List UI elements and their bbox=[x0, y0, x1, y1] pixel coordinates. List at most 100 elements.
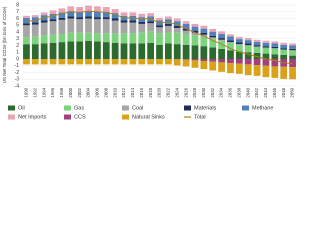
bar-segment bbox=[262, 65, 270, 78]
bar-segment bbox=[23, 23, 30, 26]
bar-segment bbox=[94, 41, 101, 59]
bar-segment bbox=[244, 40, 252, 44]
bar-segment bbox=[94, 11, 101, 18]
bar-segment bbox=[262, 40, 270, 43]
bar-segment bbox=[58, 19, 66, 35]
bar-segment bbox=[271, 54, 279, 59]
bar-segment bbox=[85, 16, 92, 19]
bar-segment bbox=[253, 41, 261, 46]
bar-segment bbox=[120, 43, 128, 59]
bar-segment bbox=[280, 42, 288, 45]
bar-segment bbox=[85, 40, 92, 59]
bar-segment bbox=[280, 48, 288, 50]
bar-segment bbox=[129, 59, 137, 65]
bar-segment bbox=[200, 46, 208, 59]
bar-segment bbox=[200, 59, 208, 62]
bar-segment bbox=[289, 55, 296, 59]
bar-segment bbox=[289, 67, 296, 80]
bar-segment bbox=[262, 42, 270, 47]
bar-segment bbox=[235, 63, 243, 74]
bar-segment bbox=[262, 59, 270, 66]
x-tick-label: 2004 bbox=[86, 87, 91, 97]
x-tick-label: 2038 bbox=[236, 87, 241, 97]
bar-segment bbox=[271, 66, 279, 78]
bar-segment bbox=[120, 12, 128, 16]
bar-segment bbox=[102, 33, 110, 43]
bar-segment bbox=[244, 64, 252, 76]
bar-segment bbox=[58, 59, 66, 65]
bar-segment bbox=[156, 27, 163, 34]
x-tick-label: 2024 bbox=[174, 87, 179, 97]
bar-segment bbox=[227, 59, 234, 64]
bar-segment bbox=[253, 46, 261, 53]
bar-segment bbox=[129, 33, 137, 44]
y-tick-label: 6 bbox=[16, 16, 19, 22]
bar-segment bbox=[85, 32, 92, 41]
bar-segment bbox=[156, 33, 163, 45]
bar-segment bbox=[182, 44, 190, 59]
bar-segment bbox=[262, 53, 270, 59]
bar-segment bbox=[23, 44, 30, 59]
bar-segment bbox=[191, 35, 199, 46]
bar-segment bbox=[138, 59, 146, 65]
x-tick-label: 2022 bbox=[166, 87, 171, 97]
bar-segment bbox=[23, 15, 30, 18]
bar-segment bbox=[191, 45, 199, 59]
bar-segment bbox=[31, 15, 39, 18]
x-tick-label: 2020 bbox=[157, 87, 162, 97]
legend-swatch bbox=[122, 105, 129, 111]
bar-segment bbox=[102, 7, 110, 12]
bar-segment bbox=[227, 34, 234, 37]
bar-segment bbox=[49, 13, 57, 20]
y-tick-label: 3 bbox=[16, 36, 19, 42]
bar-segment bbox=[156, 25, 163, 28]
legend-swatch bbox=[64, 105, 71, 111]
bar-segment bbox=[156, 59, 163, 65]
bar-segment bbox=[49, 21, 57, 35]
bar-segment bbox=[209, 35, 217, 38]
bar-segment bbox=[218, 38, 225, 40]
bar-segment bbox=[262, 46, 270, 48]
bar-segment bbox=[67, 18, 75, 33]
bar-segment bbox=[218, 40, 225, 49]
bar-segment bbox=[173, 59, 181, 66]
bar-segment bbox=[244, 38, 252, 41]
bar-segment bbox=[191, 30, 199, 33]
bar-segment bbox=[165, 16, 172, 20]
y-tick-label: 7 bbox=[16, 9, 19, 15]
legend-label: Oil bbox=[18, 105, 25, 111]
y-tick-label: 5 bbox=[16, 23, 19, 29]
bar-segment bbox=[138, 23, 146, 33]
bar-segment bbox=[235, 44, 243, 45]
bar-segment bbox=[289, 48, 296, 51]
bar-segment bbox=[129, 22, 137, 34]
bar-segment bbox=[138, 43, 146, 59]
bar-segment bbox=[191, 26, 199, 31]
bar-segment bbox=[227, 42, 234, 51]
x-tick-label: 2008 bbox=[103, 87, 108, 97]
x-tick-label: 2026 bbox=[183, 87, 188, 97]
bar-segment bbox=[156, 44, 163, 59]
bar-segment bbox=[253, 59, 261, 66]
x-tick-label: 2018 bbox=[148, 87, 153, 97]
bar-segment bbox=[209, 59, 217, 62]
bar-segment bbox=[94, 33, 101, 42]
bar-segment bbox=[49, 19, 57, 22]
bar-segment bbox=[40, 43, 48, 59]
bar-segment bbox=[147, 13, 154, 17]
x-tick-label: 2002 bbox=[77, 87, 82, 97]
bar-segment bbox=[111, 42, 119, 59]
y-tick-label: -4 bbox=[15, 83, 20, 89]
y-tick-label: -1 bbox=[15, 63, 20, 69]
bar-segment bbox=[138, 21, 146, 24]
x-tick-label: 1996 bbox=[50, 87, 55, 97]
bar-segment bbox=[23, 17, 30, 24]
legend-swatch bbox=[8, 105, 15, 111]
bar-segment bbox=[58, 12, 66, 18]
legend-label: Natural Sinks bbox=[132, 114, 165, 120]
bar-segment bbox=[173, 44, 181, 59]
bar-segment bbox=[235, 37, 243, 40]
bar-segment bbox=[182, 59, 190, 67]
bar-segment bbox=[191, 23, 199, 27]
bar-segment bbox=[49, 10, 57, 14]
